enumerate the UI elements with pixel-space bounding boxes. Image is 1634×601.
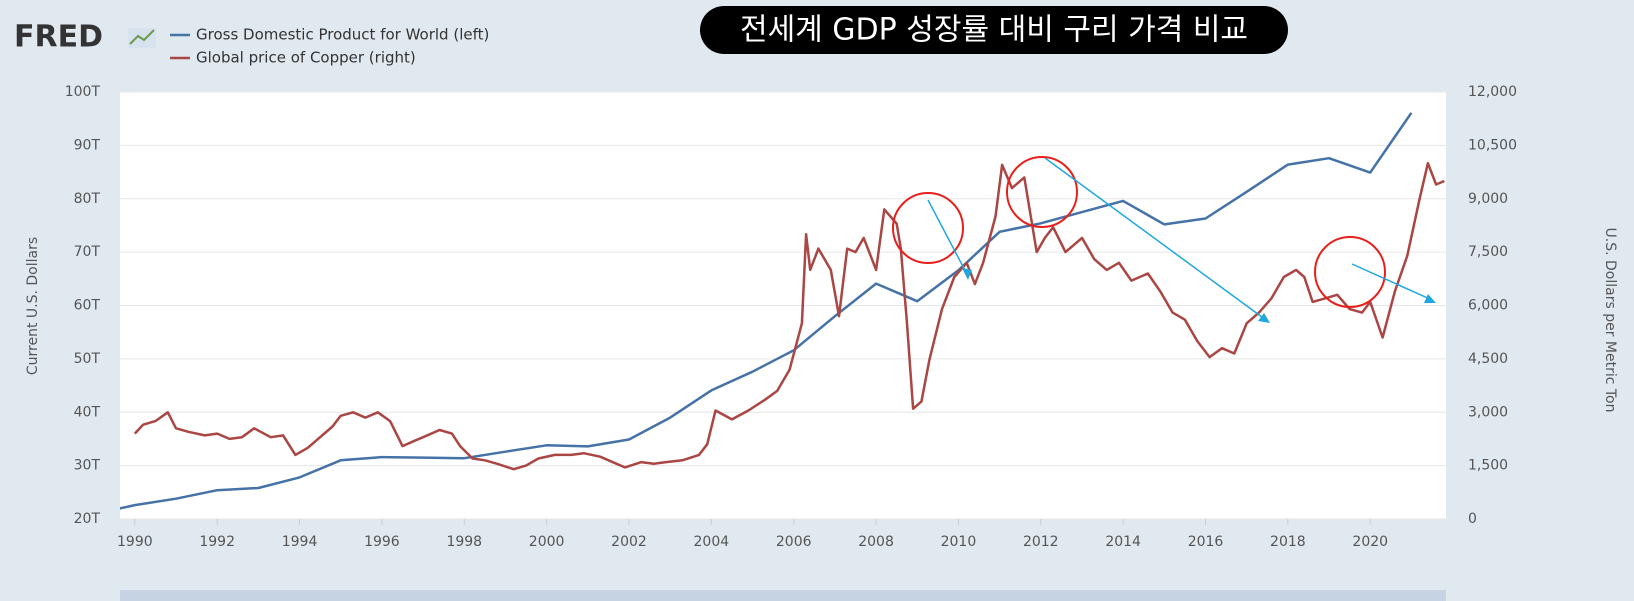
y-tick-label: 20T (74, 511, 101, 527)
y-axis-title: Current U.S. Dollars (25, 237, 41, 375)
x-tick-label: 1990 (117, 534, 153, 550)
x-tick-label: 2014 (1105, 534, 1141, 550)
y-tick-label: 100T (65, 84, 101, 100)
x-tick-label: 1994 (282, 534, 318, 550)
trend-arrow (1351, 263, 1433, 301)
trend-arrowhead (1424, 294, 1436, 303)
x-tick-label: 2012 (1023, 534, 1059, 550)
y2-tick-label: 3,000 (1468, 404, 1508, 420)
x-tick-label: 2006 (776, 534, 812, 550)
x-tick-label: 1996 (364, 534, 400, 550)
y2-tick-label: 6,000 (1468, 298, 1508, 314)
y-tick-label: 30T (74, 458, 101, 474)
x-tick-label: 2018 (1270, 534, 1306, 550)
y2-axis-title: U.S. Dollars per Metric Ton (1602, 228, 1618, 413)
x-tick-label: 1992 (199, 534, 235, 550)
series-line (120, 112, 1413, 510)
logo-icon-line (129, 29, 155, 45)
highlight-circle (1314, 236, 1386, 308)
x-tick-label: 2000 (529, 534, 565, 550)
trend-arrow (1044, 157, 1267, 321)
x-tick-label: 2004 (694, 534, 730, 550)
range-slider[interactable] (120, 590, 1446, 601)
x-tick-label: 2008 (858, 534, 894, 550)
x-tick-label: 2010 (941, 534, 977, 550)
title-pill (700, 6, 1288, 54)
x-tick-label: 2020 (1352, 534, 1388, 550)
series-line (133, 161, 1445, 471)
y-tick-label: 80T (74, 191, 101, 207)
x-tick-label: 1998 (446, 534, 482, 550)
trend-arrow (927, 199, 969, 277)
y-tick-label: 40T (74, 404, 101, 420)
highlight-circle (892, 192, 964, 264)
highlight-circle (1006, 156, 1078, 228)
y2-tick-label: 4,500 (1468, 351, 1508, 367)
y-tick-label: 90T (74, 137, 101, 153)
x-tick-label: 2002 (611, 534, 647, 550)
y-tick-label: 50T (74, 351, 101, 367)
y2-tick-label: 9,000 (1468, 191, 1508, 207)
logo: FRED (14, 20, 103, 55)
annotations (892, 156, 1436, 323)
y-tick-label: 60T (74, 298, 101, 314)
chart-title: 전세계 GDP 성장률 대비 구리 가격 비교 (740, 13, 1248, 48)
y2-tick-label: 0 (1468, 511, 1477, 527)
trend-arrowhead (962, 268, 972, 280)
y2-tick-label: 7,500 (1468, 244, 1508, 260)
legend-label: Gross Domestic Product for World (left) (196, 26, 489, 44)
y2-tick-label: 1,500 (1468, 458, 1508, 474)
trend-arrowhead (1258, 313, 1270, 323)
legend-label: Global price of Copper (right) (196, 49, 416, 67)
y2-tick-label: 12,000 (1468, 84, 1517, 100)
x-tick-label: 2016 (1188, 534, 1224, 550)
y-tick-label: 70T (74, 244, 101, 260)
y2-tick-label: 10,500 (1468, 137, 1517, 153)
